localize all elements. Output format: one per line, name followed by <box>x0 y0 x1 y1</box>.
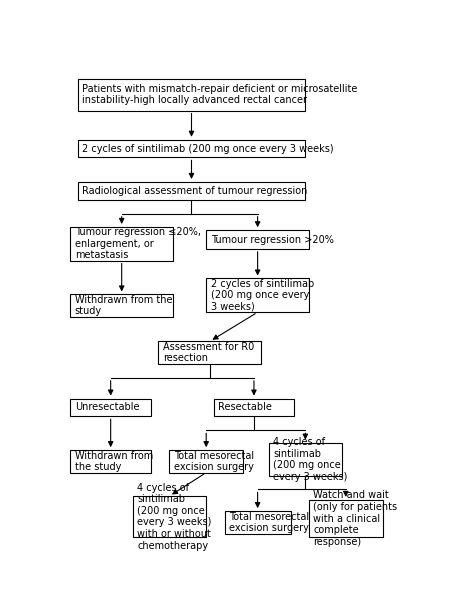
Text: Radiological assessment of tumour regression: Radiological assessment of tumour regres… <box>82 186 308 195</box>
Text: Tumour regression >20%: Tumour regression >20% <box>210 234 334 245</box>
FancyBboxPatch shape <box>169 450 243 473</box>
Text: Patients with mismatch-repair deficient or microsatellite
instability-high local: Patients with mismatch-repair deficient … <box>82 84 357 105</box>
FancyBboxPatch shape <box>78 182 305 200</box>
Text: Total mesorectal
excision surgery: Total mesorectal excision surgery <box>174 451 254 472</box>
FancyBboxPatch shape <box>70 450 151 473</box>
Text: Watch and wait
(only for patients
with a clinical
complete
response): Watch and wait (only for patients with a… <box>313 490 398 547</box>
FancyBboxPatch shape <box>206 278 309 312</box>
FancyBboxPatch shape <box>70 294 173 317</box>
FancyBboxPatch shape <box>70 227 173 261</box>
FancyBboxPatch shape <box>133 496 206 537</box>
Text: 2 cycles of sintilimab
(200 mg once every
3 weeks): 2 cycles of sintilimab (200 mg once ever… <box>210 279 314 312</box>
FancyBboxPatch shape <box>70 398 151 417</box>
Text: Withdrawn from
the study: Withdrawn from the study <box>75 451 153 472</box>
Text: Withdrawn from the
study: Withdrawn from the study <box>75 295 172 317</box>
Text: Total mesorectal
excision surgery: Total mesorectal excision surgery <box>229 512 309 533</box>
FancyBboxPatch shape <box>269 443 342 476</box>
Text: Unresectable: Unresectable <box>75 403 139 412</box>
Text: 4 cycles of
sintilimab
(200 mg once
every 3 weeks): 4 cycles of sintilimab (200 mg once ever… <box>273 437 347 482</box>
FancyBboxPatch shape <box>225 511 291 533</box>
FancyBboxPatch shape <box>78 79 305 111</box>
Text: Assessment for R0
resection: Assessment for R0 resection <box>163 342 254 364</box>
Text: 4 cycles of
sintilimab
(200 mg once
every 3 weeks)
with or without
chemotherapy: 4 cycles of sintilimab (200 mg once ever… <box>137 483 211 551</box>
FancyBboxPatch shape <box>206 230 309 249</box>
Text: Resectable: Resectable <box>218 403 272 412</box>
FancyBboxPatch shape <box>309 500 383 537</box>
Text: 2 cycles of sintilimab (200 mg once every 3 weeks): 2 cycles of sintilimab (200 mg once ever… <box>82 144 334 153</box>
FancyBboxPatch shape <box>78 139 305 158</box>
FancyBboxPatch shape <box>158 341 261 364</box>
Text: Tumour regression ≤20%,
enlargement, or
metastasis: Tumour regression ≤20%, enlargement, or … <box>75 227 201 261</box>
FancyBboxPatch shape <box>213 398 294 417</box>
